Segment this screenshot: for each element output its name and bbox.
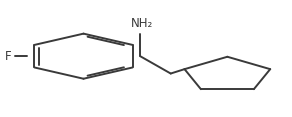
Text: F: F [5, 50, 12, 63]
Text: NH₂: NH₂ [131, 17, 153, 30]
